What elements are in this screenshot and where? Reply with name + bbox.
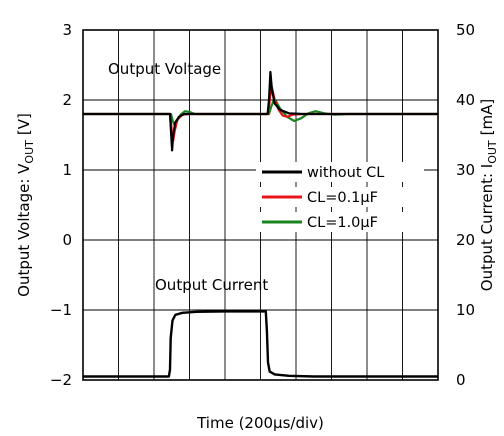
output-voltage-annotation: Output Voltage: [108, 60, 221, 78]
right-tick-label: 30: [456, 161, 475, 179]
legend-entry-background: [256, 187, 424, 207]
series-line-voltage-0: [83, 70, 438, 152]
left-y-axis-label-unit: [V]: [15, 113, 33, 135]
right-y-axis-label-unit: [mA]: [478, 99, 496, 136]
right-tick-label: 10: [456, 301, 475, 319]
left-y-axis-label-sub: OUT: [23, 140, 36, 164]
left-tick-label: 3: [62, 21, 72, 39]
right-tick-label: 40: [456, 91, 475, 109]
traces: [83, 70, 438, 378]
right-y-axis-label-sub: OUT: [486, 140, 499, 164]
left-y-axis-label-main: Output Voltage: V: [15, 163, 33, 297]
x-axis-label: Time (200μs/div): [196, 414, 324, 432]
left-tick-label: −1: [50, 301, 72, 319]
right-tick-label: 20: [456, 231, 475, 249]
right-axis-ticks: 50 40 30 20 10 0: [456, 21, 475, 389]
left-axis-ticks: 3 2 1 0 −1 −2: [50, 21, 72, 389]
right-y-axis-label-main: Output Current: I: [478, 164, 496, 291]
series-line-output-current: [83, 310, 438, 378]
output-current-annotation: Output Current: [155, 276, 268, 294]
left-tick-label: −2: [50, 371, 72, 389]
left-y-axis-label: Output Voltage: VOUT [V]: [15, 113, 36, 297]
legend-entry-background: [256, 212, 424, 232]
left-tick-label: 1: [62, 161, 72, 179]
right-y-axis-label: Output Current: IOUT [mA]: [478, 99, 499, 291]
legend-label: CL=0.1μF: [307, 190, 378, 206]
legend-label: CL=1.0μF: [307, 215, 378, 231]
right-tick-label: 0: [456, 371, 466, 389]
legend: without CL CL=0.1μF CL=1.0μF: [256, 162, 424, 232]
right-tick-label: 50: [456, 21, 475, 39]
left-tick-label: 0: [62, 231, 72, 249]
left-tick-label: 2: [62, 91, 72, 109]
plot-frame: [82, 29, 439, 381]
legend-entry-background: [256, 162, 424, 182]
legend-label: without CL: [307, 165, 384, 181]
